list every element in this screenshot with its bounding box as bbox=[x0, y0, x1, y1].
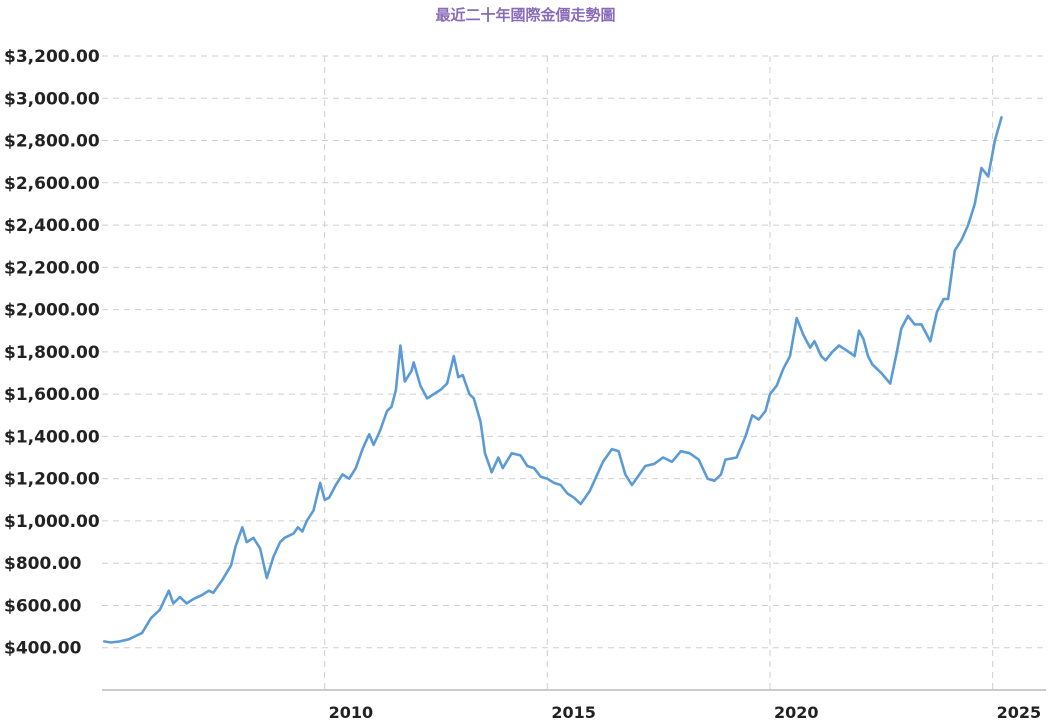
y-tick-label: $1,200.00 bbox=[4, 470, 100, 490]
gold-price-line bbox=[102, 116, 1003, 644]
y-tick-label: $1,400.00 bbox=[4, 427, 100, 447]
x-tick-label: 2025 bbox=[997, 703, 1042, 722]
y-tick-label: $400.00 bbox=[4, 639, 82, 659]
y-tick-label: $2,600.00 bbox=[4, 174, 100, 194]
y-tick-label: $2,400.00 bbox=[4, 216, 100, 236]
series-layer bbox=[102, 116, 1003, 644]
grid-layer bbox=[102, 55, 1046, 691]
y-tick-label: $1,800.00 bbox=[4, 343, 100, 363]
y-tick-label: $3,200.00 bbox=[4, 47, 100, 67]
y-tick-label: $2,200.00 bbox=[4, 258, 100, 278]
y-tick-label: $800.00 bbox=[4, 554, 82, 574]
x-tick-label: 2010 bbox=[329, 703, 374, 722]
y-tick-label: $1,600.00 bbox=[4, 385, 100, 405]
y-tick-label: $2,800.00 bbox=[4, 132, 100, 152]
y-tick-label: $600.00 bbox=[4, 596, 82, 616]
x-axis: 2010 2015 2020 2025 bbox=[102, 689, 1046, 722]
x-tick-label: 2020 bbox=[774, 703, 819, 722]
chart-title: 最近二十年國際金價走勢圖 bbox=[435, 6, 616, 24]
y-axis: $400.00 $600.00 $800.00 $1,000.00 $1,200.00 $… bbox=[4, 47, 100, 659]
y-tick-label: $2,000.00 bbox=[4, 301, 100, 321]
y-tick-label: $3,000.00 bbox=[4, 89, 100, 109]
x-tick-label: 2015 bbox=[551, 703, 596, 722]
y-tick-label: $1,000.00 bbox=[4, 512, 100, 532]
